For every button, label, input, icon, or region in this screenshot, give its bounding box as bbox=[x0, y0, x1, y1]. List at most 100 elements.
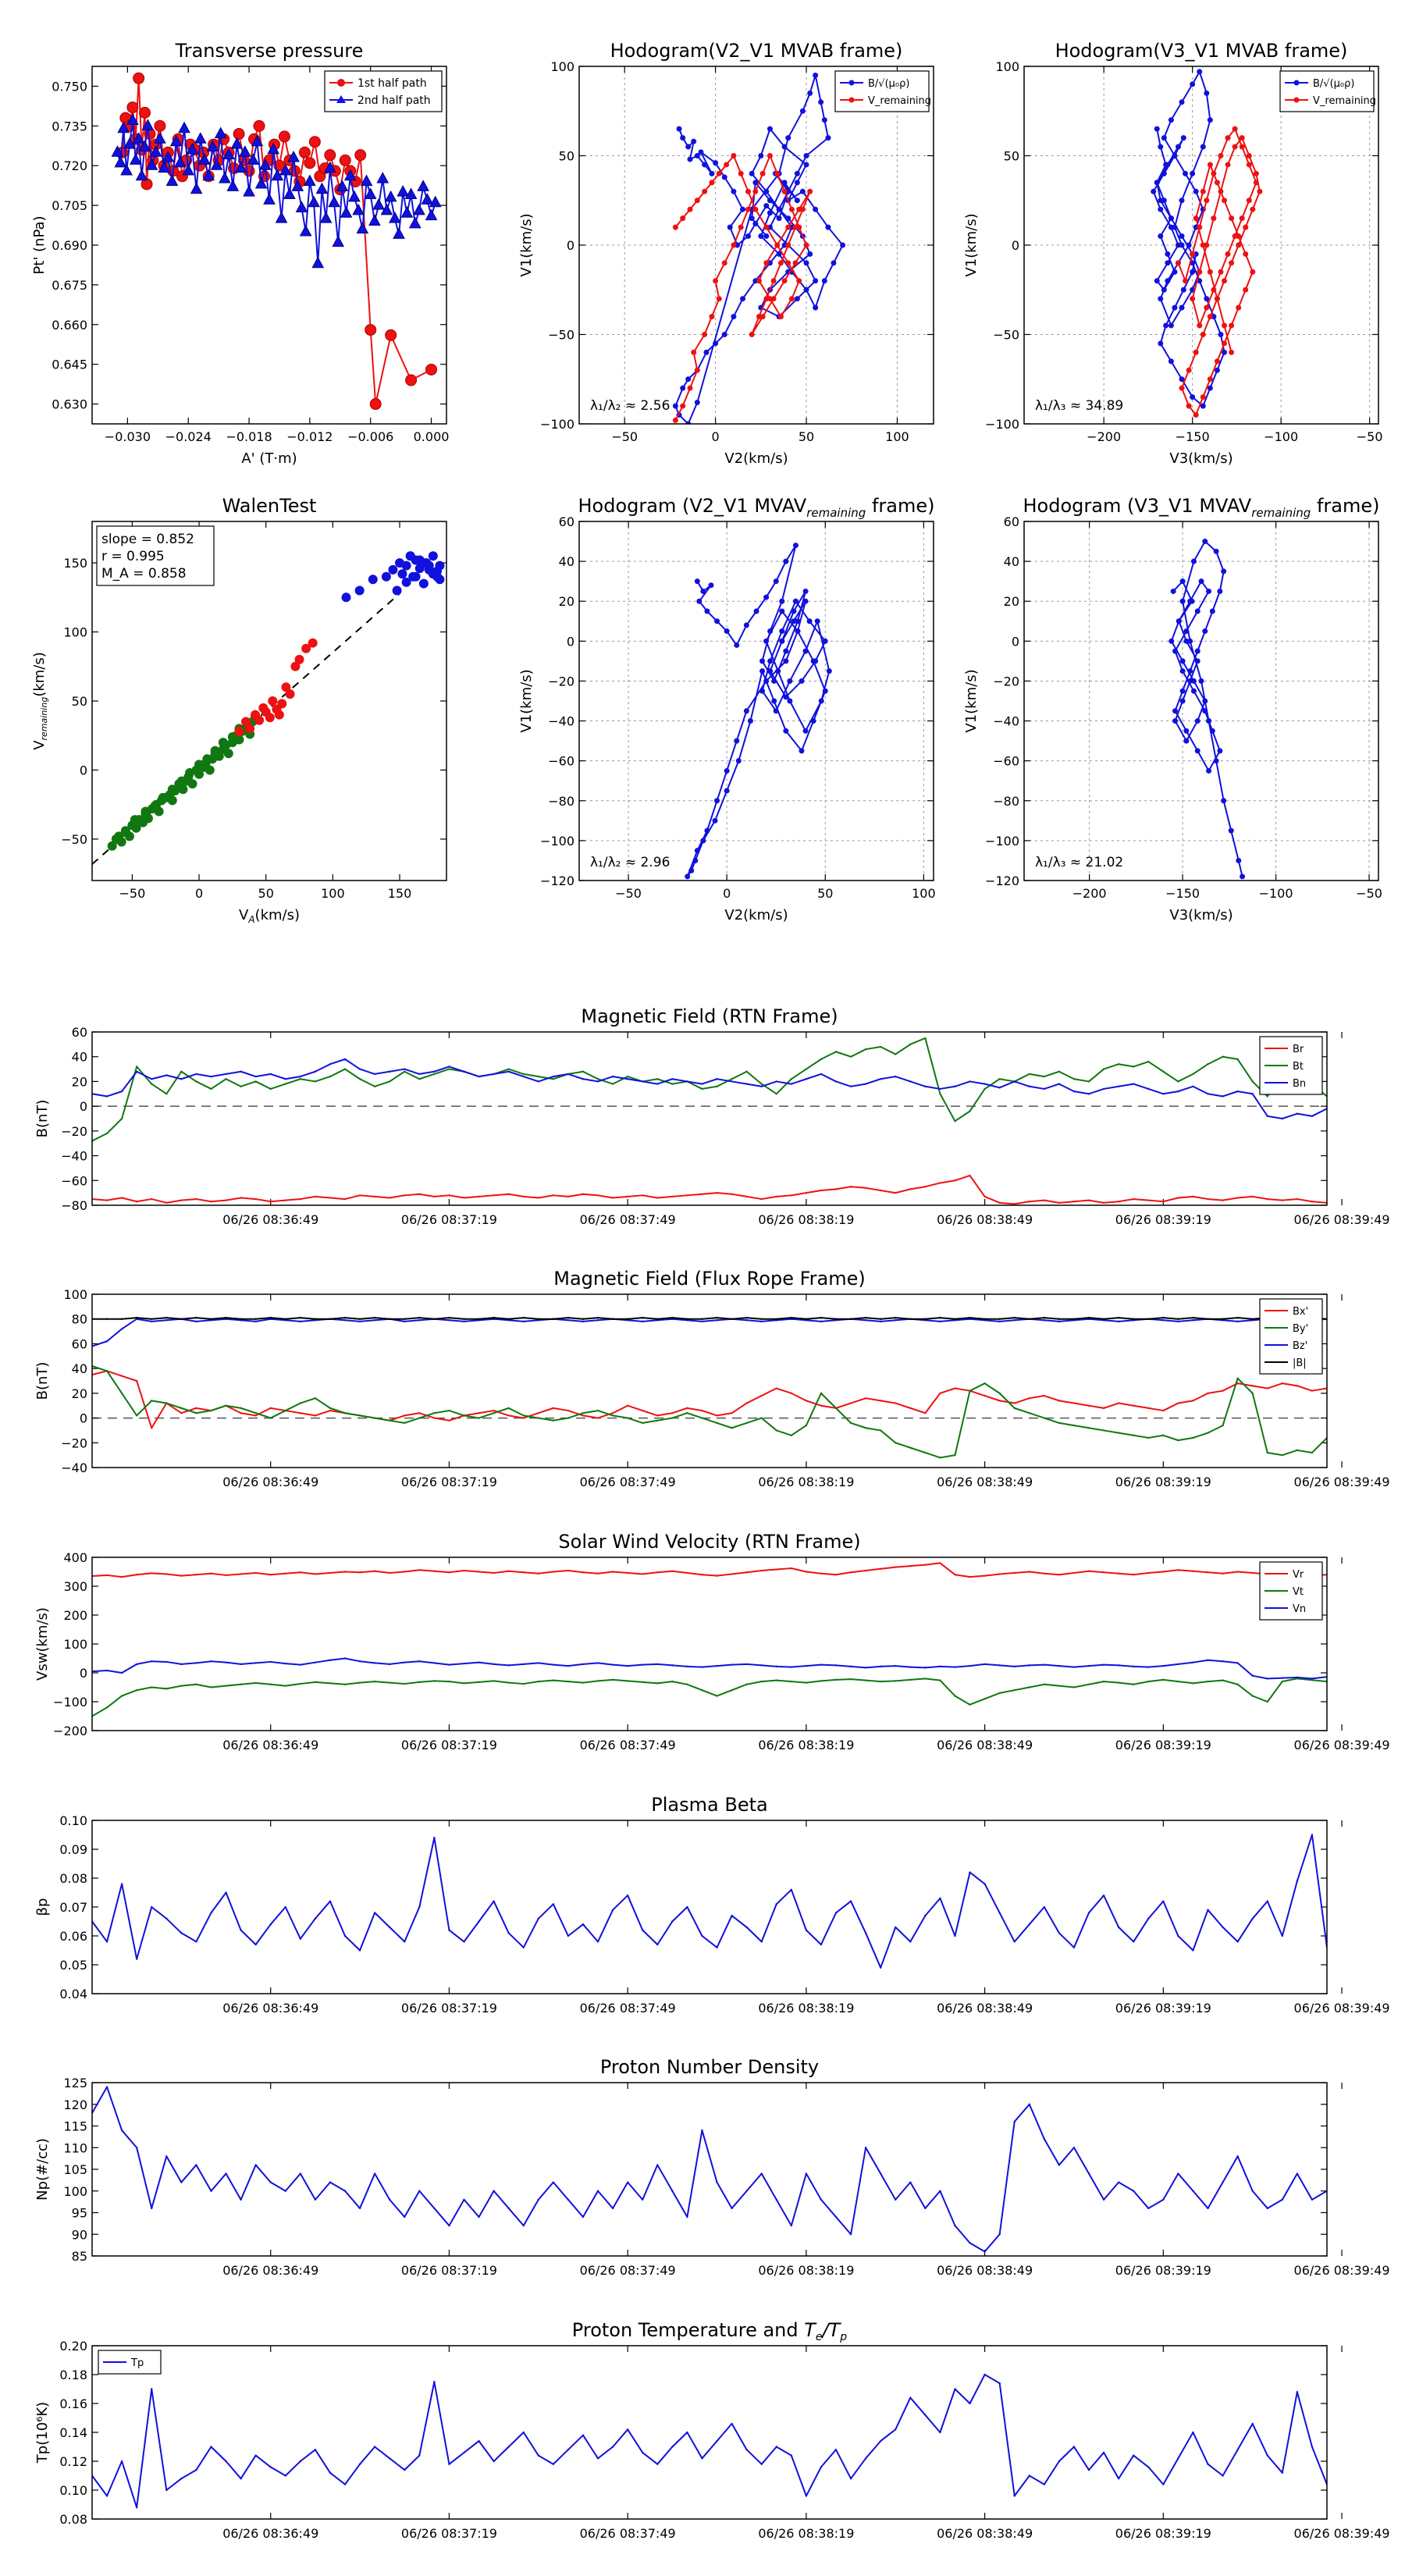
data-point bbox=[1117, 1063, 1120, 1066]
data-point bbox=[567, 2198, 570, 2201]
data-point bbox=[567, 1569, 570, 1572]
data-point bbox=[418, 1193, 421, 1195]
legend-label: Bx' bbox=[1293, 1306, 1308, 1318]
data-point bbox=[493, 1194, 495, 1197]
data-point bbox=[493, 1316, 495, 1319]
data-point bbox=[165, 2489, 168, 2492]
data-point bbox=[672, 403, 678, 409]
data-point bbox=[1250, 206, 1256, 212]
data-point bbox=[135, 1574, 138, 1576]
data-point bbox=[879, 1400, 882, 1402]
y-tick-label: −20 bbox=[61, 1124, 87, 1139]
data-point bbox=[448, 2463, 450, 2465]
data-point bbox=[269, 1683, 272, 1685]
data-point bbox=[1218, 153, 1224, 158]
data-point bbox=[738, 224, 744, 230]
data-point bbox=[120, 2129, 123, 2132]
data-point bbox=[805, 2495, 808, 2497]
data-point bbox=[1251, 1695, 1254, 1697]
y-tick-label: −50 bbox=[61, 832, 87, 847]
data-point bbox=[404, 1682, 406, 1685]
data-point bbox=[1133, 2454, 1135, 2457]
data-point bbox=[1251, 1571, 1254, 1574]
data-point bbox=[770, 278, 777, 284]
data-point bbox=[731, 1412, 733, 1414]
data-point bbox=[537, 1662, 540, 1664]
data-point bbox=[611, 1412, 614, 1414]
data-point bbox=[895, 1442, 897, 1444]
data-point bbox=[1251, 1917, 1254, 1920]
eigenvalue-ratio-annotation: λ₁/λ₃ ≈ 21.02 bbox=[1035, 855, 1123, 870]
data-point bbox=[418, 1417, 421, 1419]
data-point bbox=[1232, 144, 1238, 150]
data-point bbox=[1179, 578, 1186, 585]
data-point bbox=[1058, 1685, 1061, 1687]
data-point bbox=[802, 588, 809, 594]
data-point bbox=[864, 1427, 867, 1429]
data-point bbox=[1133, 1665, 1135, 1668]
data-point bbox=[1177, 1318, 1179, 1320]
data-point bbox=[1179, 658, 1186, 664]
x-tick-label: 06/26 08:37:49 bbox=[580, 2263, 676, 2278]
data-point bbox=[169, 134, 183, 147]
data-point bbox=[1102, 2451, 1105, 2454]
data-point bbox=[343, 1068, 347, 1070]
y-axis-label: B(nT) bbox=[34, 1362, 51, 1400]
data-point bbox=[1243, 251, 1249, 257]
data-point bbox=[284, 1662, 286, 1665]
y-tick-label: 0.12 bbox=[59, 2454, 87, 2469]
data-point bbox=[120, 826, 130, 836]
data-point bbox=[820, 1058, 823, 1061]
data-point bbox=[253, 119, 265, 132]
data-point bbox=[507, 2207, 510, 2210]
data-point bbox=[1043, 1319, 1046, 1322]
data-point bbox=[1133, 1434, 1135, 1436]
data-point bbox=[1209, 728, 1215, 734]
data-point bbox=[314, 1917, 317, 1920]
data-point bbox=[790, 1567, 793, 1570]
data-point bbox=[120, 1318, 123, 1320]
data-point bbox=[299, 1402, 302, 1404]
data-point bbox=[810, 658, 816, 664]
data-point bbox=[195, 1941, 197, 1943]
data-point bbox=[656, 2463, 659, 2465]
data-point bbox=[299, 1197, 302, 1201]
data-point bbox=[1172, 718, 1179, 724]
data-point bbox=[794, 180, 800, 186]
data-point bbox=[1013, 1319, 1016, 1322]
data-point bbox=[1202, 708, 1208, 714]
data-point bbox=[582, 1414, 585, 1417]
data-point bbox=[1190, 688, 1197, 694]
magnetic_field_flux_rope-chart: Magnetic Field (Flux Rope Frame)−40−2002… bbox=[34, 1268, 1390, 1489]
data-point bbox=[552, 1318, 555, 1320]
data-point bbox=[1251, 1080, 1254, 1083]
data-point bbox=[389, 1663, 391, 1666]
data-point bbox=[998, 1392, 1001, 1395]
data-point bbox=[984, 1087, 986, 1091]
data-point bbox=[339, 154, 351, 166]
data-point bbox=[433, 1570, 436, 1572]
data-point bbox=[1192, 1085, 1194, 1087]
data-point bbox=[724, 162, 730, 168]
data-point bbox=[864, 1397, 867, 1400]
data-point bbox=[463, 1941, 465, 1943]
data-point bbox=[779, 628, 785, 635]
data-point bbox=[984, 1698, 986, 1700]
hodogram_v3v1_mvav-title: Hodogram (V3_V1 MVAVremaining frame) bbox=[1023, 495, 1380, 520]
data-point bbox=[1311, 2198, 1314, 2201]
data-point bbox=[849, 1402, 852, 1404]
data-point bbox=[522, 2431, 525, 2434]
data-point bbox=[799, 188, 806, 194]
data-point bbox=[180, 1685, 183, 1687]
data-point bbox=[822, 638, 828, 644]
data-point bbox=[1232, 126, 1238, 132]
data-point bbox=[1281, 1934, 1284, 1937]
data-point bbox=[1162, 1664, 1165, 1667]
data-point bbox=[790, 2454, 793, 2457]
series-v bbox=[685, 543, 832, 880]
y-tick-label: 125 bbox=[63, 2076, 87, 2090]
data-point bbox=[767, 668, 774, 674]
data-point bbox=[180, 1574, 183, 1577]
data-point bbox=[805, 1400, 808, 1402]
y-tick-label: 0.10 bbox=[59, 2483, 87, 2498]
